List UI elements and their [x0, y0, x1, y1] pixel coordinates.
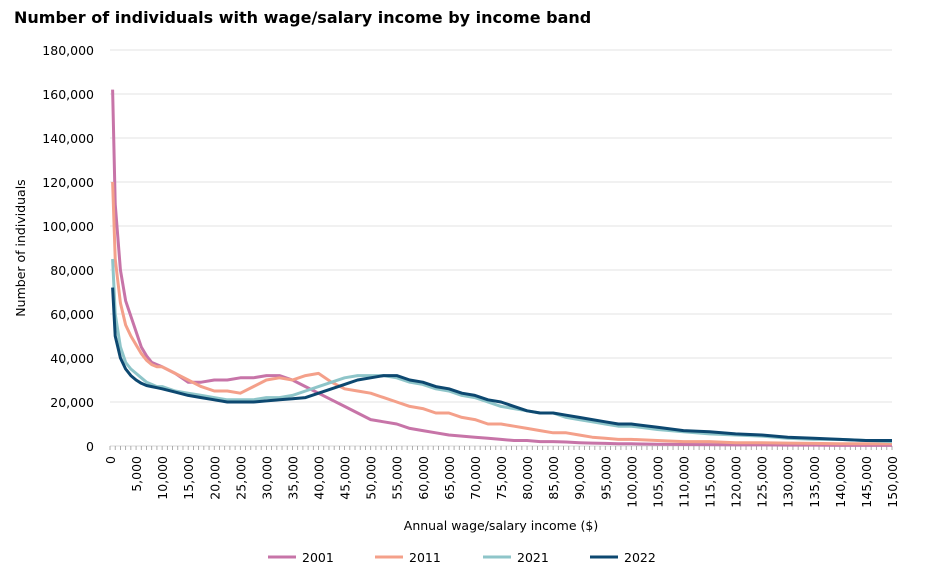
- x-tick-label: 105,000: [650, 456, 665, 508]
- y-tick-label: 180,000: [42, 43, 94, 58]
- x-tick-label: 15,000: [181, 456, 196, 500]
- y-tick-label: 120,000: [42, 175, 94, 190]
- x-tick-label: 25,000: [233, 456, 248, 500]
- x-tick-label: 35,000: [285, 456, 300, 500]
- x-tick-label: 45,000: [338, 456, 353, 500]
- x-tick-label: 125,000: [755, 456, 770, 508]
- y-tick-label: 160,000: [42, 87, 94, 102]
- y-tick-label: 100,000: [42, 219, 94, 234]
- chart-title: Number of individuals with wage/salary i…: [14, 8, 592, 27]
- x-tick-label: 30,000: [259, 456, 274, 500]
- y-tick-label: 60,000: [50, 307, 94, 322]
- legend-label-2011: 2011: [409, 550, 441, 565]
- x-tick-label: 100,000: [624, 456, 639, 508]
- x-tick-label: 20,000: [207, 456, 222, 500]
- x-tick-label: 150,000: [885, 456, 900, 508]
- x-tick-label: 110,000: [676, 456, 691, 508]
- y-axis-label: Number of individuals: [13, 179, 28, 316]
- x-tick-label: 60,000: [416, 456, 431, 500]
- x-tick-label: 90,000: [572, 456, 587, 500]
- x-tick-label: 140,000: [833, 456, 848, 508]
- legend-label-2001: 2001: [302, 550, 334, 565]
- x-tick-label: 40,000: [312, 456, 327, 500]
- x-tick-label: 0: [103, 456, 118, 464]
- legend-label-2022: 2022: [624, 550, 656, 565]
- series-line-2021: [111, 258, 893, 444]
- x-tick-label: 70,000: [468, 456, 483, 500]
- x-tick-label: 65,000: [442, 456, 457, 500]
- legend-label-2021: 2021: [517, 550, 549, 565]
- x-tick-label: 75,000: [494, 456, 509, 500]
- x-tick-label: 10,000: [155, 456, 170, 500]
- x-tick-label: 5,000: [129, 456, 144, 492]
- y-tick-label: 0: [86, 439, 94, 454]
- series-line-2022: [111, 287, 892, 442]
- series-line-2011: [111, 181, 892, 446]
- x-tick-label: 80,000: [520, 456, 535, 500]
- x-axis-label: Annual wage/salary income ($): [404, 518, 598, 533]
- y-tick-label: 80,000: [50, 263, 94, 278]
- x-tick-label: 120,000: [729, 456, 744, 508]
- x-tick-label: 135,000: [807, 456, 822, 508]
- x-tick-label: 115,000: [703, 456, 718, 508]
- x-tick-label: 145,000: [859, 456, 874, 508]
- x-tick-label: 95,000: [598, 456, 613, 500]
- x-tick-label: 130,000: [781, 456, 796, 508]
- y-tick-label: 140,000: [42, 131, 94, 146]
- y-tick-label: 20,000: [50, 395, 94, 410]
- x-tick-label: 85,000: [546, 456, 561, 500]
- x-tick-label: 55,000: [390, 456, 405, 500]
- x-tick-label: 50,000: [364, 456, 379, 500]
- y-tick-label: 40,000: [50, 351, 94, 366]
